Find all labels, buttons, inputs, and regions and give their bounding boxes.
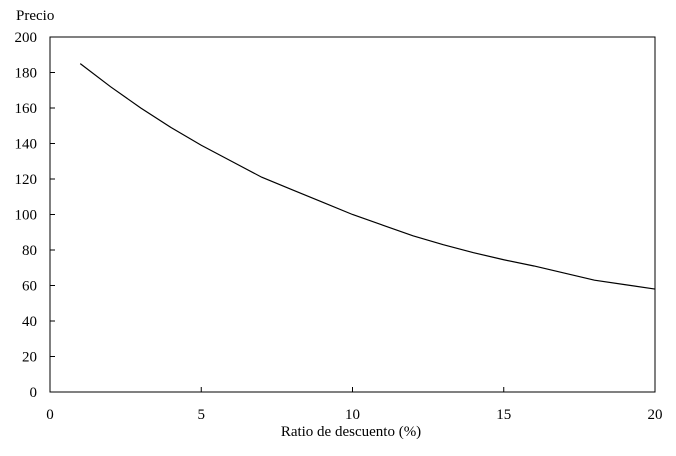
x-tick-label: 10	[345, 407, 360, 423]
x-tick-label: 20	[648, 407, 663, 423]
y-axis-label: Precio	[16, 8, 54, 24]
y-tick-label: 80	[22, 243, 37, 259]
y-tick-label: 0	[30, 385, 38, 401]
series-line	[79, 63, 656, 290]
x-tick-label: 15	[496, 407, 511, 423]
y-tick-label: 20	[22, 350, 37, 366]
y-tick-label: 40	[22, 314, 37, 330]
y-tick-label: 140	[15, 137, 38, 153]
y-tick-label: 100	[15, 208, 38, 224]
y-tick-label: 120	[15, 172, 38, 188]
plot-area: 0 20 40 60 80 100 120 140 160 180 200 0 5 10 15 20	[15, 30, 663, 423]
y-tick-label: 200	[15, 30, 38, 46]
x-axis-label: Ratio de descuento (%)	[281, 424, 421, 440]
y-tick-label: 180	[15, 66, 38, 82]
x-tick-label: 0	[46, 407, 54, 423]
y-tick-label: 60	[22, 279, 37, 295]
x-tick-label: 5	[198, 407, 206, 423]
y-tick-label: 160	[15, 101, 38, 117]
